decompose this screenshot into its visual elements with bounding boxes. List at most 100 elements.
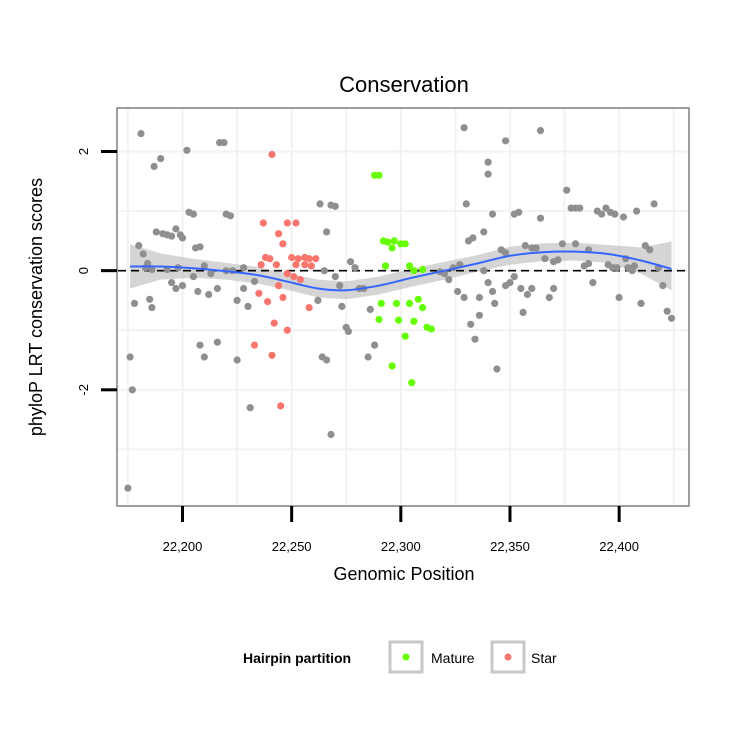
data-point-mature — [377, 299, 385, 307]
data-point-other — [460, 293, 468, 302]
data-point-other — [488, 287, 497, 296]
x-tick-label: 22,200 — [163, 539, 203, 554]
grid-lines — [118, 109, 688, 505]
legend-swatch-mature — [402, 653, 410, 661]
data-point-other — [139, 250, 147, 258]
data-point-other — [611, 210, 619, 218]
data-point-mature — [390, 237, 398, 245]
data-point-other — [633, 207, 641, 215]
data-point-mature — [392, 299, 401, 307]
data-point-other — [172, 284, 180, 293]
data-point-other — [152, 228, 160, 236]
data-point-other — [484, 158, 492, 166]
data-point-other — [484, 279, 492, 287]
data-point-other — [659, 282, 667, 290]
data-point-star — [290, 273, 298, 281]
confidence-band-layer — [130, 241, 672, 300]
data-point-other — [502, 282, 510, 290]
data-point-other — [536, 214, 545, 222]
data-point-other — [327, 430, 335, 439]
data-point-mature — [388, 244, 396, 252]
smooth-line-layer — [130, 250, 672, 292]
data-point-other — [194, 287, 202, 296]
data-point-other — [571, 240, 580, 248]
data-point-mature — [419, 304, 427, 312]
data-point-star — [283, 326, 291, 334]
confidence-band — [130, 241, 672, 300]
data-point-other — [240, 264, 248, 272]
data-point-other — [168, 232, 176, 240]
data-point-mature — [401, 240, 409, 248]
data-point-other — [521, 242, 529, 250]
data-point-other — [178, 234, 187, 242]
y-axis: -2 0 2 — [76, 148, 117, 396]
data-point-mature — [427, 325, 435, 333]
data-point-other — [344, 327, 352, 335]
data-point-other — [130, 299, 139, 307]
data-point-other — [637, 299, 645, 307]
data-point-other — [371, 341, 379, 349]
data-point-other — [250, 277, 259, 285]
data-point-star — [292, 219, 300, 227]
data-point-other — [331, 273, 339, 281]
data-point-other — [150, 162, 158, 170]
data-point-other — [493, 365, 501, 373]
data-point-other — [323, 228, 331, 236]
data-point-other — [532, 244, 540, 252]
data-point-other — [148, 304, 156, 312]
data-point-star — [279, 240, 287, 248]
data-point-other — [364, 353, 372, 361]
data-point-other — [585, 259, 593, 268]
data-point-mature — [375, 171, 383, 179]
data-point-other — [246, 404, 254, 412]
data-point-mature — [419, 265, 427, 274]
data-point-star — [250, 341, 259, 349]
data-point-other — [244, 302, 252, 310]
data-point-other — [240, 284, 248, 293]
data-point-other — [475, 293, 483, 302]
data-point-other — [233, 296, 241, 304]
data-point-star — [270, 319, 278, 327]
data-point-other — [510, 273, 518, 281]
data-point-star — [266, 255, 274, 263]
data-point-star — [305, 255, 313, 263]
y-axis-title: phyloP LRT conservation scores — [26, 178, 46, 436]
data-point-other — [630, 262, 639, 270]
data-point-other — [196, 243, 204, 251]
legend-title: Hairpin partition — [243, 650, 351, 666]
data-point-other — [558, 240, 567, 248]
data-point-other — [502, 137, 510, 145]
legend-swatch-star — [504, 653, 512, 661]
data-point-other — [541, 255, 549, 263]
data-point-other — [124, 484, 132, 492]
data-point-other — [189, 210, 197, 218]
data-point-other — [563, 186, 571, 194]
data-point-mature — [405, 262, 414, 270]
y-tick-label: -2 — [76, 384, 91, 396]
legend-key-mature — [388, 640, 424, 674]
data-point-other — [200, 262, 208, 270]
data-point-other — [205, 290, 213, 299]
data-points — [124, 124, 676, 492]
data-point-other — [316, 200, 324, 208]
data-point-other — [488, 210, 497, 218]
data-point-other — [515, 208, 523, 216]
data-point-star — [305, 304, 313, 312]
data-point-star — [296, 276, 304, 284]
data-point-other — [347, 258, 355, 266]
data-point-star — [292, 261, 300, 269]
data-point-other — [475, 311, 483, 319]
legend: Hairpin partition Mature Star — [243, 640, 557, 674]
smooth-trend-line — [130, 250, 672, 292]
x-axis-title: Genomic Position — [333, 564, 474, 584]
data-point-other — [233, 356, 241, 364]
data-point-other — [126, 353, 134, 361]
data-point-other — [168, 279, 176, 287]
chart-title: Conservation — [339, 72, 469, 97]
data-point-other — [331, 202, 339, 210]
data-point-mature — [410, 267, 418, 275]
data-point-star — [264, 298, 272, 306]
data-point-star — [307, 262, 315, 270]
data-point-other — [460, 124, 468, 132]
